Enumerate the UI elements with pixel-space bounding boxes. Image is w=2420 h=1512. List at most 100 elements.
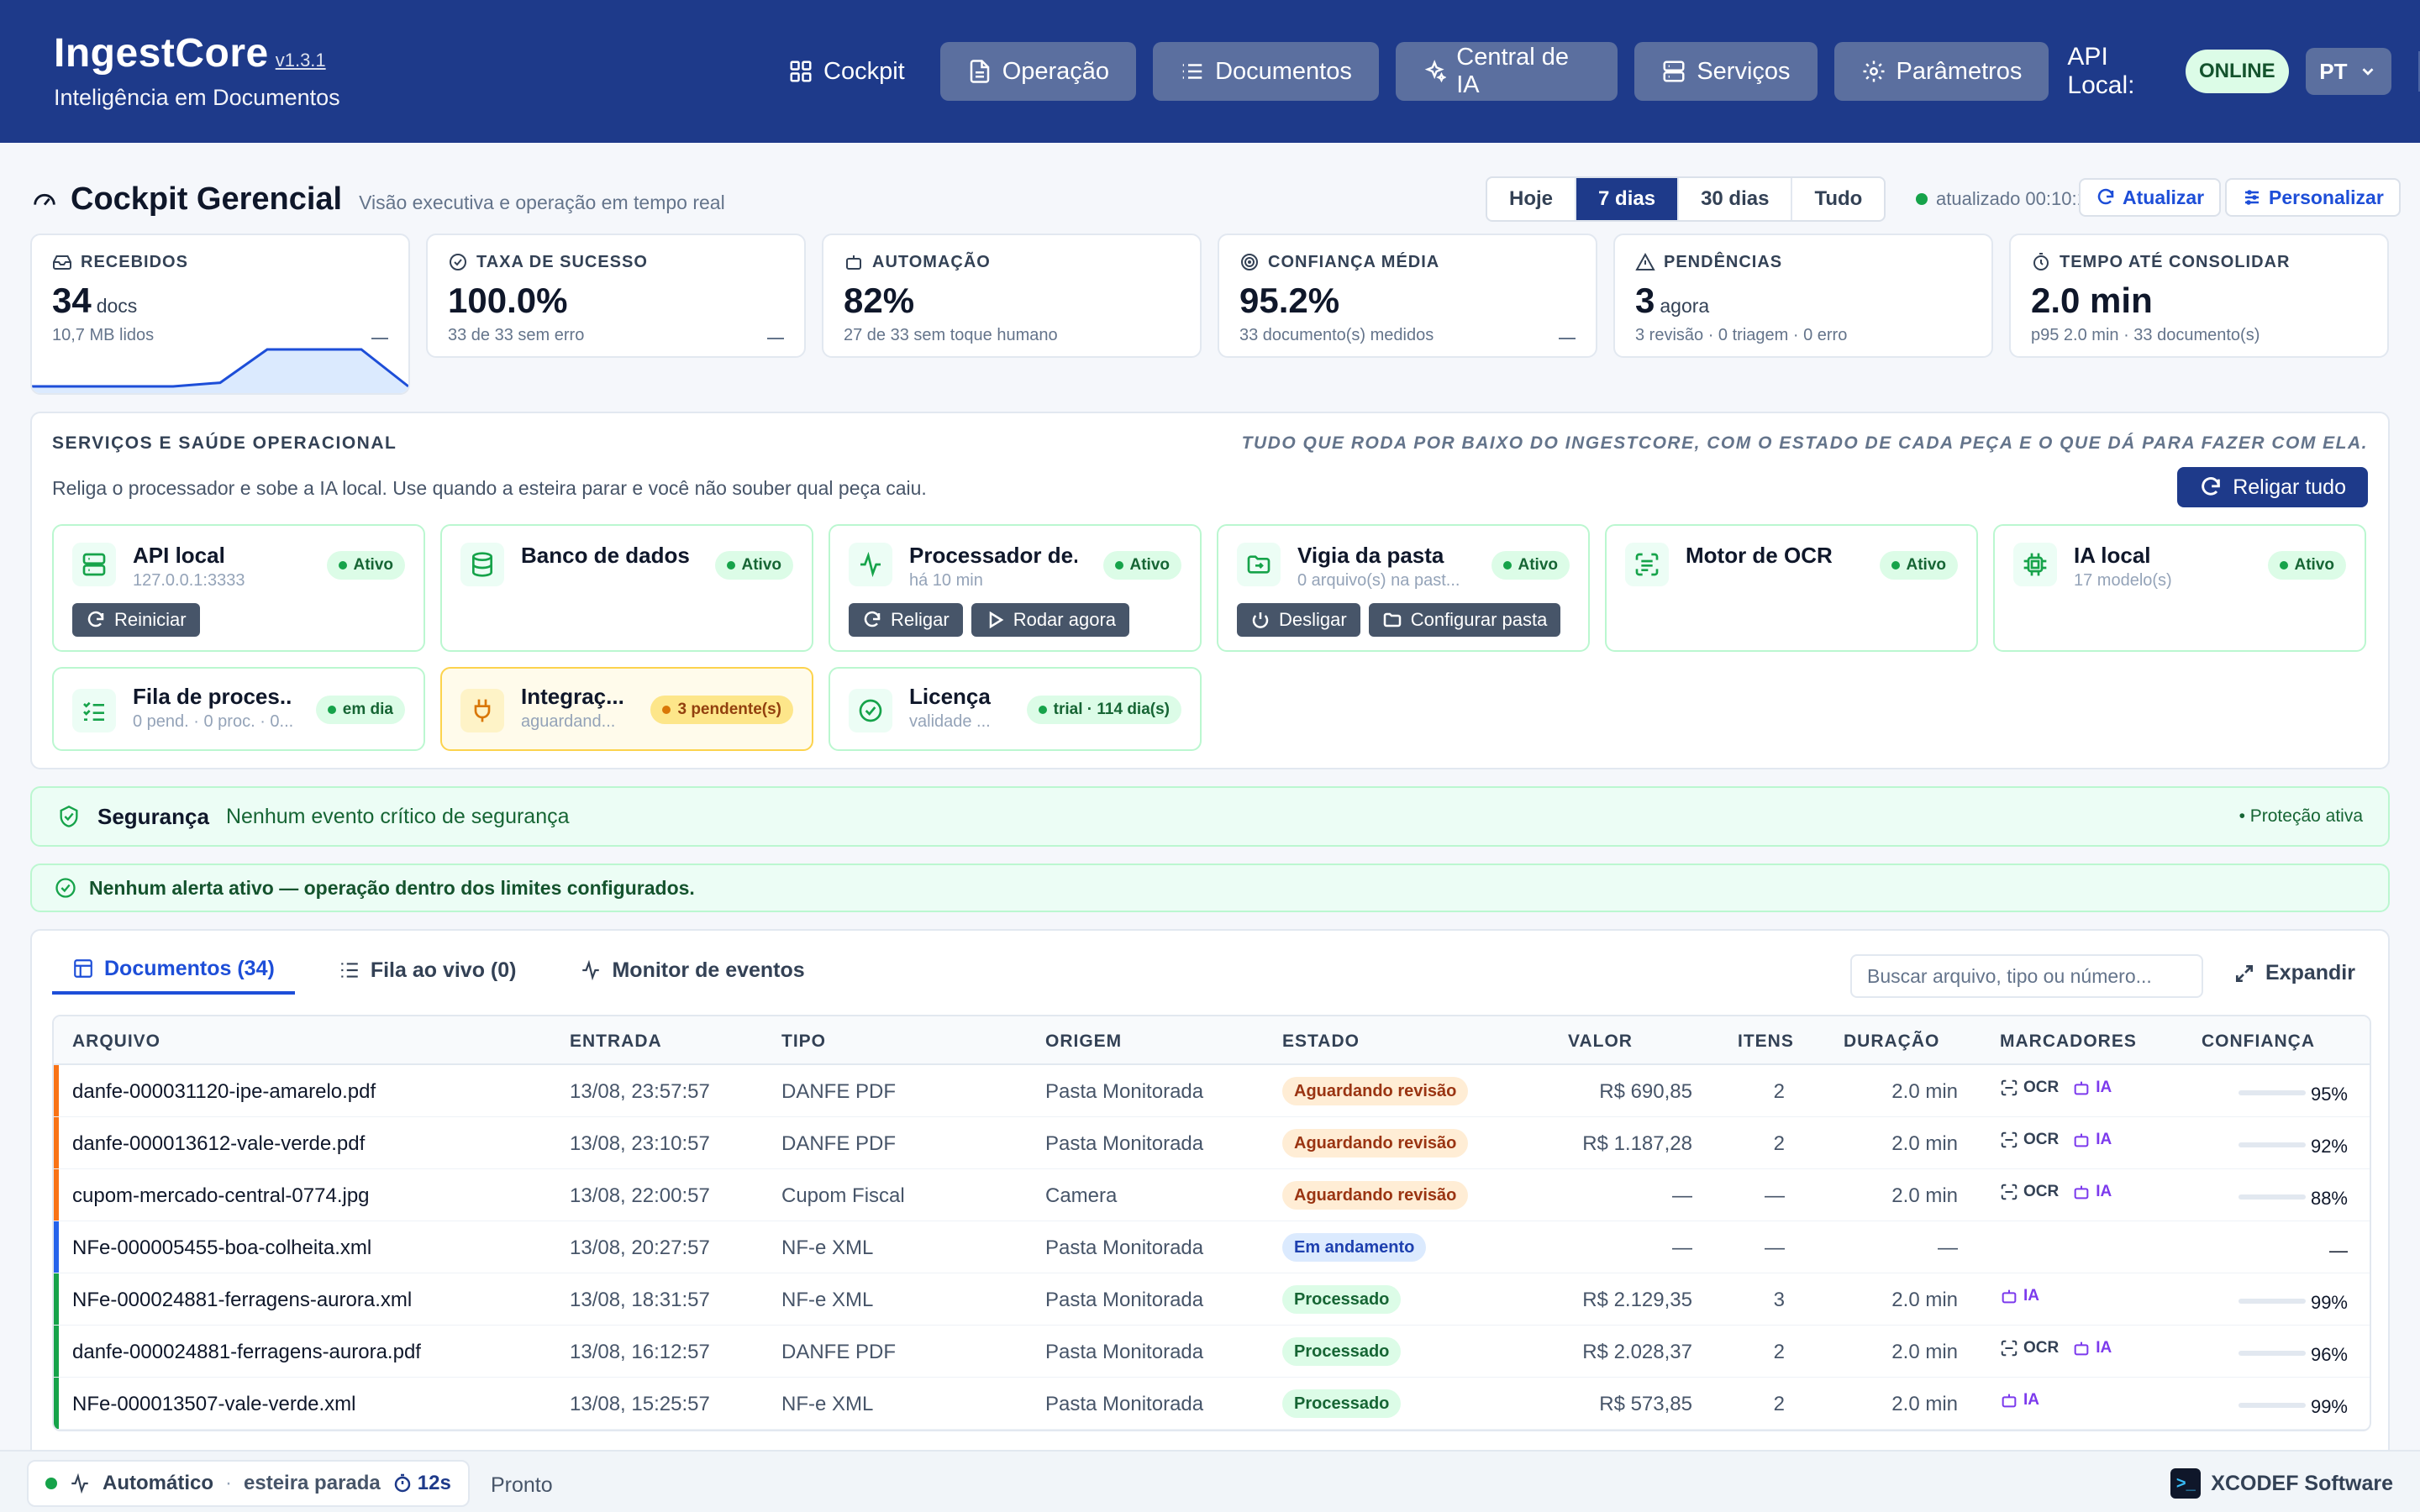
col-tipo[interactable]: TIPO [781, 1032, 827, 1051]
service-card-licenca[interactable]: Licença validade ... trial · 114 dia(s) [829, 667, 1202, 751]
status-badge: Aguardando revisão [1282, 1077, 1469, 1105]
cell-arquivo[interactable]: danfe-000031120-ipe-amarelo.pdf [72, 1080, 376, 1103]
col-entrada[interactable]: ENTRADA [570, 1032, 662, 1051]
cell-entrada: 13/08, 22:00:57 [570, 1184, 710, 1207]
col-estado[interactable]: ESTADO [1282, 1032, 1360, 1051]
status-dot [1916, 193, 1928, 205]
cell-arquivo[interactable]: NFe-000005455-boa-colheita.xml [72, 1236, 372, 1259]
service-card-api-local[interactable]: API local 127.0.0.1:3333 Ativo Reiniciar [52, 524, 425, 652]
kpi-value: 2.0 min [2031, 281, 2153, 320]
sliders-icon [2245, 190, 2259, 205]
documents-table: ARQUIVO ENTRADA TIPO ORIGEM ESTADO VALOR… [52, 1015, 2371, 1431]
app-version[interactable]: v1.3.1 [275, 50, 326, 71]
range-7-dias[interactable]: 7 dias [1576, 178, 1680, 220]
status-dot [45, 1478, 57, 1489]
service-card-processador[interactable]: Processador de... há 10 min Ativo Religa… [829, 524, 1202, 652]
col-origem[interactable]: ORIGEM [1045, 1032, 1123, 1051]
service-title: Licença [909, 684, 991, 709]
cell-arquivo[interactable]: danfe-000013612-vale-verde.pdf [72, 1132, 366, 1155]
kpi-automacao[interactable]: AUTOMAÇÃO 82% 27 de 33 sem toque humano [822, 234, 1202, 358]
nav-central-ia[interactable]: Central de IA [1395, 42, 1618, 101]
service-card-banco-dados[interactable]: Banco de dados Ativo [440, 524, 813, 652]
pipeline-mode[interactable]: Automático · esteira parada 12s [27, 1460, 470, 1507]
kpi-pendencias[interactable]: PENDÊNCIAS 3 agora 3 revisão · 0 triagem … [1613, 234, 1993, 358]
kpi-label: TAXA DE SUCESSO [476, 252, 648, 271]
nav-label: Central de IA [1456, 44, 1570, 98]
scan-icon [2001, 1340, 2018, 1357]
kpi-confianca-media[interactable]: CONFIANÇA MÉDIA 95.2% 33 documento(s) me… [1218, 234, 1597, 358]
table-row[interactable]: danfe-000013612-vale-verde.pdf 13/08, 23:… [54, 1117, 2370, 1169]
customize-button[interactable]: Personalizar [2225, 178, 2401, 217]
tab-fila-ao-vivo[interactable]: Fila ao vivo (0) [318, 946, 537, 995]
status-badge: Processado [1282, 1389, 1402, 1418]
service-icon-box [460, 543, 504, 586]
table-row[interactable]: NFe-000013507-vale-verde.xml 13/08, 15:25… [54, 1378, 2370, 1430]
table-icon [74, 959, 92, 978]
col-itens[interactable]: ITENS [1738, 1032, 1794, 1051]
marker-ia: IA [2072, 1183, 2112, 1201]
page-header: Cockpit Gerencial Visão executiva e oper… [30, 176, 2401, 227]
col-arquivo[interactable]: ARQUIVO [72, 1032, 161, 1051]
kpi-label: AUTOMAÇÃO [872, 252, 991, 271]
col-confianca[interactable]: CONFIANÇA [2202, 1032, 2315, 1051]
expand-button[interactable]: Expandir [2233, 961, 2355, 985]
table-row[interactable]: NFe-000024881-ferragens-aurora.xml 13/08,… [54, 1273, 2370, 1326]
alert-message: Nenhum alerta ativo — operação dentro do… [89, 876, 695, 899]
status-badge: Ativo [1102, 551, 1181, 580]
tab-documentos[interactable]: Documentos (34) [52, 946, 295, 995]
badge-label: Ativo [2294, 556, 2335, 574]
cell-arquivo[interactable]: danfe-000024881-ferragens-aurora.pdf [72, 1341, 421, 1363]
nav-documentos[interactable]: Documentos [1153, 42, 1379, 101]
kpi-recebidos[interactable]: RECEBIDOS 34 docs 10,7 MB lidos [30, 234, 410, 395]
brand-label: XCODEF Software [2211, 1471, 2393, 1495]
trend-dash [767, 338, 784, 339]
kpi-value: 82% [844, 281, 915, 320]
cell-arquivo[interactable]: NFe-000024881-ferragens-aurora.xml [72, 1289, 413, 1311]
configurar-pasta-button[interactable]: Configurar pasta [1368, 603, 1561, 637]
language-select[interactable]: PT [2305, 48, 2392, 95]
cell-arquivo[interactable]: NFe-000013507-vale-verde.xml [72, 1393, 356, 1415]
rodar-agora-button[interactable]: Rodar agora [971, 603, 1130, 637]
service-card-vigia-pasta[interactable]: Vigia da pasta 0 arquivo(s) na past... A… [1217, 524, 1590, 652]
button-label: Configurar pasta [1410, 609, 1548, 630]
service-card-fila[interactable]: Fila de proces... 0 pend. · 0 proc. · 0.… [52, 667, 425, 751]
marker-ocr: OCR [2000, 1079, 2059, 1097]
folder-watch-icon [1247, 555, 1270, 574]
cell-arquivo[interactable]: cupom-mercado-central-0774.jpg [72, 1184, 370, 1207]
service-title: Processador de... [909, 543, 1077, 568]
kpi-label: TEMPO ATÉ CONSOLIDAR [2060, 252, 2291, 271]
app-name: IngestCore [54, 31, 269, 76]
cell-itens: 2 [1773, 1393, 1785, 1415]
nav-servicos[interactable]: Serviços [1634, 42, 1818, 101]
restart-api-button[interactable]: Reiniciar [72, 603, 200, 637]
kpi-taxa-sucesso[interactable]: TAXA DE SUCESSO 100.0% 33 de 33 sem erro [426, 234, 806, 358]
nav-cockpit[interactable]: Cockpit [770, 42, 923, 101]
service-card-integracoes[interactable]: Integraç... aguardand... 3 pendente(s) [440, 667, 813, 751]
refresh-button[interactable]: Atualizar [2079, 178, 2222, 217]
tab-monitor-eventos[interactable]: Monitor de eventos [560, 946, 824, 995]
col-duracao[interactable]: DURAÇÃO [1844, 1032, 1940, 1051]
table-row[interactable]: NFe-000005455-boa-colheita.xml 13/08, 20:… [54, 1221, 2370, 1273]
service-card-ia-local[interactable]: IA local 17 modelo(s) Ativo [1993, 524, 2366, 652]
restart-all-button[interactable]: Religar tudo [2177, 467, 2368, 507]
desligar-button[interactable]: Desligar [1237, 603, 1360, 637]
table-row[interactable]: danfe-000031120-ipe-amarelo.pdf 13/08, 23… [54, 1065, 2370, 1117]
range-30-dias[interactable]: 30 dias [1679, 178, 1793, 220]
range-tudo[interactable]: Tudo [1814, 187, 1863, 210]
table-row[interactable]: danfe-000024881-ferragens-aurora.pdf 13/0… [54, 1326, 2370, 1378]
col-marcadores[interactable]: MARCADORES [2000, 1032, 2137, 1051]
religar-button[interactable]: Religar [849, 603, 963, 637]
search-input[interactable] [1850, 954, 2203, 998]
row-status-stripe [54, 1065, 59, 1116]
col-valor[interactable]: VALOR [1568, 1032, 1633, 1051]
nav-parametros[interactable]: Parâmetros [1833, 42, 2049, 101]
range-hoje[interactable]: Hoje [1487, 178, 1577, 220]
badge-label: Ativo [1129, 556, 1171, 574]
status-badge: Ativo [1491, 551, 1570, 580]
service-card-motor-ocr[interactable]: Motor de OCR Ativo [1605, 524, 1978, 652]
cell-valor: R$ 573,85 [1599, 1393, 1692, 1415]
table-row[interactable]: cupom-mercado-central-0774.jpg 13/08, 22:… [54, 1169, 2370, 1221]
check-circle-icon [450, 254, 466, 270]
nav-operacao[interactable]: Operação [939, 42, 1137, 101]
kpi-tempo-consolidar[interactable]: TEMPO ATÉ CONSOLIDAR 2.0 min p95 2.0 min… [2009, 234, 2389, 358]
